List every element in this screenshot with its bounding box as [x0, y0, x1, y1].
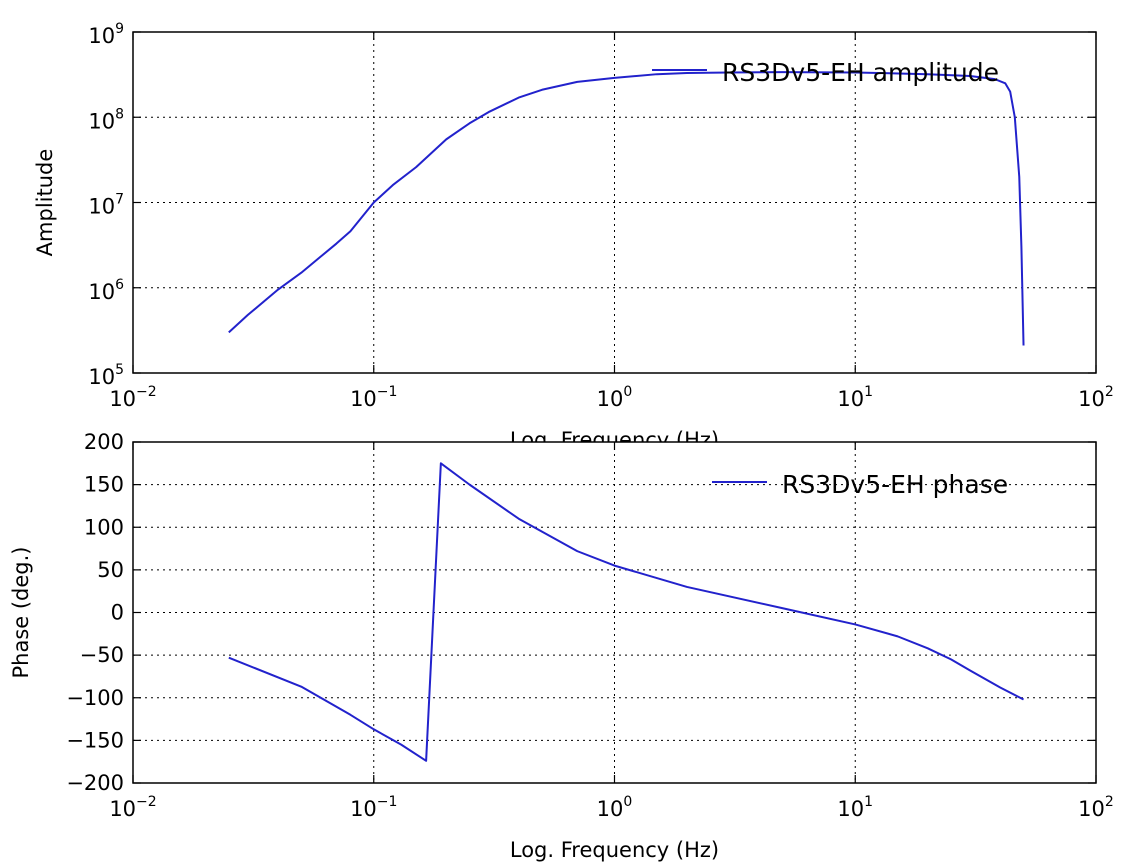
phase-legend-label: RS3Dv5-EH phase — [782, 470, 1008, 499]
phase-xtick-label: 10−1 — [350, 794, 397, 821]
phase-xlabel: Log. Frequency (Hz) — [510, 838, 719, 862]
phase-xtick-label: 100 — [597, 794, 633, 821]
phase-xtick-label: 10−2 — [109, 794, 156, 821]
amp-ytick-label: 108 — [88, 106, 124, 133]
amp-ytick-label: 109 — [88, 21, 124, 48]
phase-xtick-label: 101 — [837, 794, 873, 821]
amp-xtick-label: 102 — [1078, 384, 1114, 411]
amp-series-line — [228, 71, 1025, 346]
phase-ytick-label: −150 — [66, 728, 124, 752]
amp-xtick-label: 10−2 — [109, 384, 156, 411]
amp-chart: 10−2 10−1 100 101 102 105 106 107 108 109 Amplitud… — [33, 21, 1114, 452]
amp-ytick-label: 107 — [88, 192, 124, 219]
phase-ytick-label: 50 — [97, 558, 124, 582]
phase-ytick-label: 100 — [84, 515, 124, 539]
phase-ytick-label: −200 — [66, 771, 124, 795]
amp-legend-label: RS3Dv5-EH amplitude — [722, 58, 999, 87]
phase-ylabel: Phase (deg.) — [9, 546, 33, 678]
phase-xtick-label: 102 — [1078, 794, 1114, 821]
amp-xtick-label: 101 — [837, 384, 873, 411]
phase-ytick-label: 0 — [111, 601, 124, 625]
amp-ytick-label: 105 — [88, 362, 124, 389]
phase-chart: 10−2 10−1 100 101 102 −200 −150 −100 −50 0 50 100 15… — [9, 430, 1114, 862]
phase-ytick-label: −100 — [66, 686, 124, 710]
amp-ylabel: Amplitude — [33, 149, 57, 257]
amp-ytick-label: 106 — [88, 277, 124, 304]
phase-ytick-label: 150 — [84, 473, 124, 497]
phase-ytick-label: 200 — [84, 430, 124, 454]
amp-xtick-label: 100 — [597, 384, 633, 411]
phase-ytick-label: −50 — [80, 643, 124, 667]
amp-xtick-label: 10−1 — [350, 384, 397, 411]
phase-series-line — [228, 462, 1024, 762]
